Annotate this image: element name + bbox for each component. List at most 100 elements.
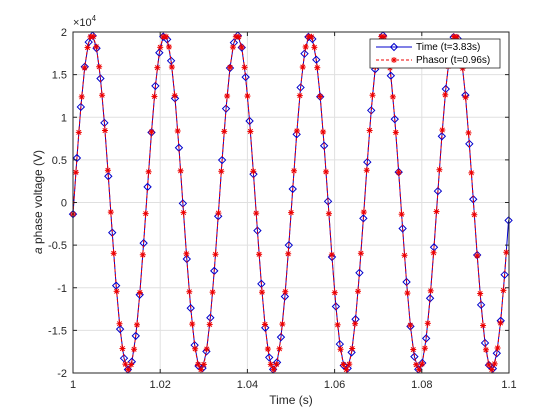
data-point [320,128,327,135]
x-tick-label: 1 [70,379,76,391]
data-point [217,155,227,165]
data-point [430,249,437,256]
data-point [227,64,234,71]
y-exponent-label: ×104 [73,14,97,29]
data-point [285,250,292,257]
data-point [485,361,492,368]
data-point [168,64,175,71]
data-point [174,127,181,134]
legend-label-phasor: Phasor (t=0.96s) [416,55,490,66]
data-point [154,64,161,71]
data-point [81,64,88,71]
data-point [113,288,120,295]
data-point [78,93,85,100]
data-point [177,167,184,174]
ticks: 1 1.02 1.04 1.06 1.08 1.1 -2 -1.5 -1 -0.5 0 0.5 1 1.5… [48,27,517,391]
data-point [439,127,446,134]
data-point [145,168,152,175]
data-point [302,43,309,50]
data-point [340,361,347,368]
x-tick-label: 1.06 [324,379,345,391]
x-tick-label: 1.02 [149,379,170,391]
legend-marker-phasor [391,57,397,63]
data-point [491,360,498,367]
data-point [337,346,344,353]
data-point [477,290,484,297]
data-point [355,268,364,278]
data-point [90,33,97,40]
data-point [151,81,160,91]
data-point [72,169,79,176]
data-point [392,129,399,136]
data-point [503,249,510,256]
data-point [157,44,164,51]
data-point [84,44,91,51]
data-point [256,251,263,258]
y-tick-label: -2 [57,368,67,380]
data-point [264,353,274,362]
y-tick-label: -0.5 [48,240,67,252]
data-point [75,129,82,136]
data-point [110,250,117,257]
x-tick-label: 1.04 [237,379,258,391]
data-point [241,64,248,71]
y-tick-label: -1.5 [48,325,67,337]
y-tick-label: 0 [61,198,67,210]
series-line-phasor [72,35,507,371]
data-point [421,334,431,343]
data-point [247,128,254,135]
data-point [482,346,489,353]
data-point [209,289,216,296]
data-point [131,346,138,353]
data-point [427,287,434,294]
data-point [354,288,361,295]
data-point [296,92,303,99]
data-point [142,210,149,217]
data-point [84,37,93,47]
data-point [407,322,414,329]
data-point [398,224,407,233]
data-point [413,361,420,368]
data-point [107,209,114,216]
series-markers-phasor [70,33,510,373]
data-point [488,366,495,373]
data-point [171,92,178,99]
data-point [186,288,193,295]
data-point [206,321,213,328]
data-point [325,210,332,217]
data-point [465,129,472,136]
data-point [401,252,408,259]
y-axis-label: a phase voltage (V) [31,150,45,254]
data-point [267,361,274,368]
data-point [212,251,219,258]
data-point [238,44,245,51]
data-point [328,251,335,258]
x-axis-label: Time (s) [269,393,313,407]
data-point [135,290,144,299]
data-point [314,64,321,71]
data-point [133,321,140,328]
data-point [224,93,231,100]
data-point [494,344,501,351]
data-point [259,289,266,296]
data-point [398,211,405,218]
data-point [323,168,330,175]
data-point [163,33,170,40]
data-point [99,92,106,99]
data-point [416,366,423,373]
data-point [468,169,475,176]
data-point [122,361,129,368]
data-point [346,361,353,368]
y-tick-label: 0.5 [52,155,67,167]
data-point [276,332,286,342]
y-tick-label: -1 [57,283,67,295]
data-point [369,92,376,99]
data-point [389,93,396,100]
data-point [261,321,268,328]
legend-label-time: Time (t=3.83s) [416,42,480,53]
data-point [299,64,306,71]
data-point [395,169,402,176]
data-point [148,128,155,135]
y-tick-label: 1 [61,112,67,124]
